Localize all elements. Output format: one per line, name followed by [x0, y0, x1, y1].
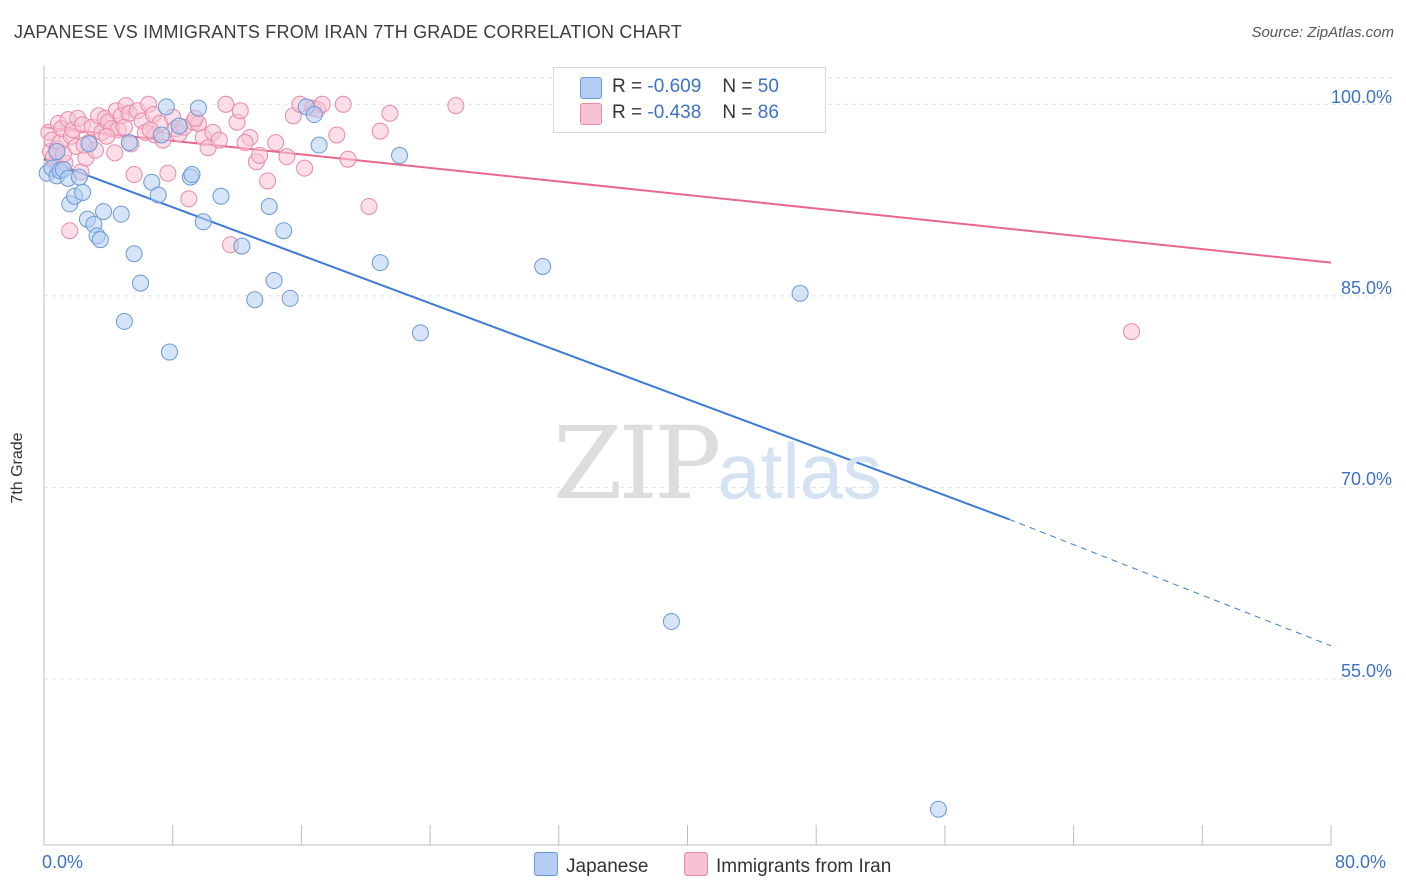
bottom-legend-label-japanese: Japanese	[566, 856, 649, 877]
point-iran	[296, 159, 314, 177]
point-iran	[334, 95, 352, 113]
point-japanese	[160, 343, 178, 361]
watermark: ZIPatlas	[553, 405, 882, 522]
point-iran	[251, 146, 269, 164]
point-iran	[371, 122, 389, 140]
point-japanese	[260, 197, 278, 215]
point-iran	[1123, 323, 1141, 341]
legend-n-value-japanese: 50	[757, 76, 779, 97]
point-japanese	[120, 134, 138, 152]
legend-r-value-iran: -0.438	[647, 102, 702, 123]
point-japanese	[70, 168, 88, 186]
point-japanese	[157, 98, 175, 116]
stats-legend: R = -0.609 N = 50 R = -0.438 N = 86	[553, 67, 826, 133]
point-iran	[339, 150, 357, 168]
x-tick-label-min: 0.0%	[42, 852, 84, 872]
bottom-legend-swatch-japanese	[534, 852, 558, 876]
bottom-legend-label-iran: Immigrants from Iran	[716, 856, 892, 877]
point-iran	[278, 148, 296, 166]
y-axis-label: 7th Grade	[9, 432, 26, 504]
point-japanese	[233, 237, 251, 255]
point-japanese	[125, 245, 143, 263]
legend-r-label: R =	[612, 102, 643, 123]
watermark-atlas: atlas	[717, 427, 883, 515]
point-iran	[106, 144, 124, 162]
point-japanese	[91, 231, 109, 249]
y-tick-label-85: 85.0%	[1340, 278, 1392, 298]
point-japanese	[391, 146, 409, 164]
point-iran	[360, 197, 378, 215]
point-iran	[159, 164, 177, 182]
point-japanese	[112, 205, 130, 223]
point-japanese	[48, 143, 66, 161]
point-japanese	[74, 183, 92, 201]
bottom-legend-japanese: Japanese	[534, 852, 648, 878]
legend-r-label: R =	[612, 76, 643, 97]
point-japanese	[265, 272, 283, 290]
point-iran	[231, 102, 249, 120]
point-japanese	[662, 613, 680, 631]
point-japanese	[194, 213, 212, 231]
point-iran	[98, 127, 116, 145]
legend-r-value-japanese: -0.609	[647, 76, 702, 97]
point-japanese	[149, 186, 167, 204]
point-japanese	[183, 166, 201, 184]
y-tick-label-100: 100.0%	[1330, 87, 1392, 107]
point-japanese	[246, 291, 264, 309]
legend-n-label: N =	[722, 76, 753, 97]
point-japanese	[275, 222, 293, 240]
point-japanese	[189, 99, 207, 117]
point-japanese	[281, 289, 299, 307]
point-japanese	[791, 284, 809, 302]
point-japanese	[80, 135, 98, 153]
point-japanese	[371, 254, 389, 272]
point-japanese	[95, 203, 113, 221]
point-iran	[267, 134, 285, 152]
bottom-legend-iran: Immigrants from Iran	[684, 852, 891, 878]
source-label: Source: ZipAtlas.com	[1251, 24, 1394, 41]
point-japanese	[310, 136, 328, 154]
point-iran	[180, 190, 198, 208]
point-iran	[210, 131, 228, 149]
point-japanese	[305, 106, 323, 124]
point-iran	[61, 222, 79, 240]
point-iran	[447, 97, 465, 115]
legend-swatch-japanese	[580, 77, 602, 99]
bottom-legend-swatch-iran	[684, 852, 708, 876]
point-japanese	[212, 187, 230, 205]
chart-title: JAPANESE VS IMMIGRANTS FROM IRAN 7TH GRA…	[14, 22, 683, 42]
y-tick-label-70: 70.0%	[1340, 469, 1392, 489]
y-tick-label-55: 55.0%	[1340, 661, 1392, 681]
x-tick-label-max: 80.0%	[1335, 852, 1387, 872]
legend-swatch-iran	[580, 103, 602, 125]
point-japanese	[534, 257, 552, 275]
point-japanese	[132, 274, 150, 292]
legend-n-value-iran: 86	[757, 102, 779, 123]
trend-line-japanese-extrapolated	[1009, 518, 1332, 647]
point-iran	[217, 95, 235, 113]
point-iran	[259, 172, 277, 190]
point-japanese	[115, 312, 133, 330]
point-japanese	[411, 324, 429, 342]
point-iran	[328, 126, 346, 144]
point-japanese	[929, 800, 947, 818]
watermark-zip: ZIP	[553, 405, 721, 522]
legend-n-label: N =	[722, 102, 753, 123]
point-japanese	[170, 117, 188, 135]
point-iran	[236, 134, 254, 152]
point-iran	[125, 166, 143, 184]
point-iran	[381, 104, 399, 122]
point-japanese	[152, 126, 170, 144]
